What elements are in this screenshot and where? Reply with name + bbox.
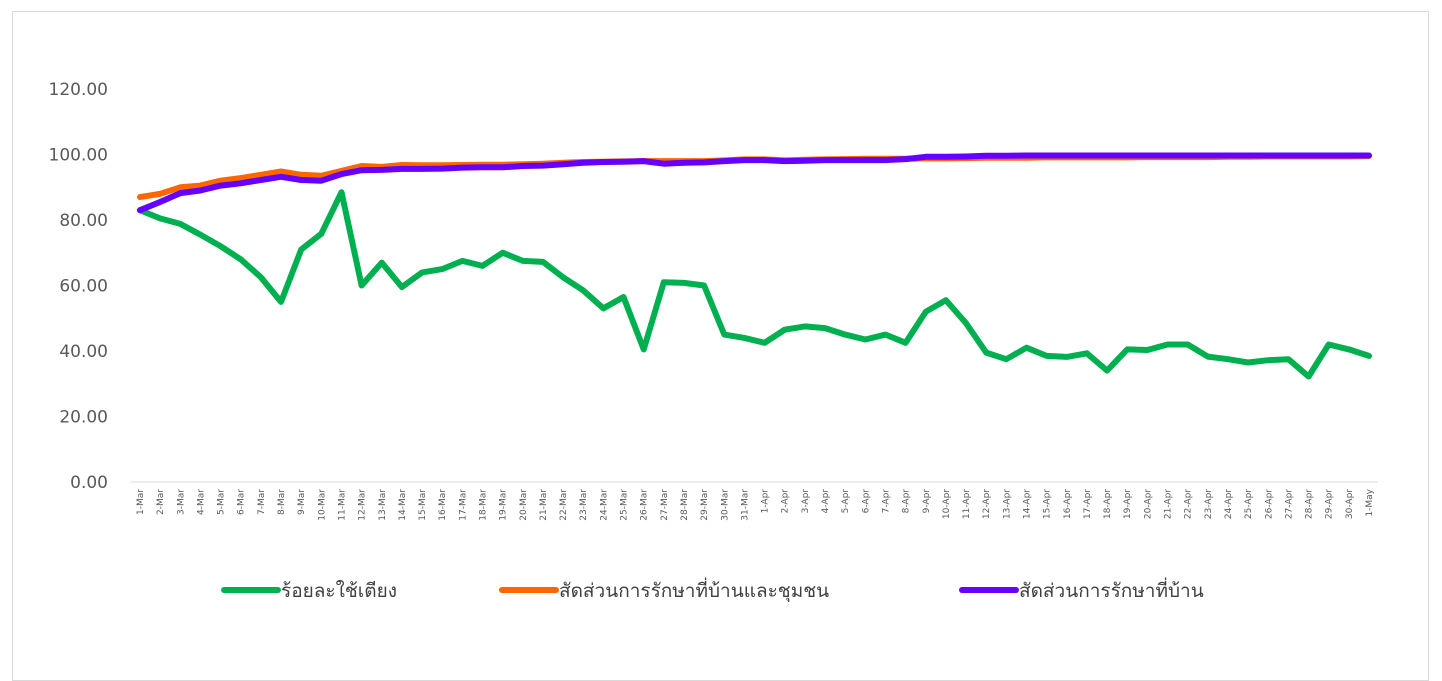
x-tick-label: 23-Mar [579,489,589,521]
x-tick-label: 2-Mar [156,489,166,515]
y-tick-label: 100.00 [49,146,108,166]
x-axis: 1-Mar 2-Mar 3-Mar 4-Mar 5-Mar 6-Mar 7-Mar 8-Mar… [131,481,1378,521]
x-tick-label: 22-Mar [559,489,569,521]
x-tick-label: 8-Mar [277,489,287,515]
y-axis: 0.00 20.00 40.00 60.00 80.00 100.00 120.00 [49,80,108,493]
x-tick-label: 23-Apr [1204,489,1214,519]
y-tick-label: 0.00 [70,473,108,493]
x-tick-label: 3-Apr [801,489,811,514]
x-tick-label: 4-Mar [196,489,206,515]
x-tick-label: 18-Mar [479,489,489,521]
x-tick-label: 13-Mar [378,489,388,521]
x-tick-label: 6-Mar [237,489,247,515]
x-tick-label: 7-Mar [257,489,267,515]
x-tick-label: 26-Apr [1264,489,1274,519]
x-tick-label: 14-Apr [1022,489,1032,519]
series-line-3 [137,152,1372,214]
x-tick-label: 12-Apr [982,489,992,519]
x-tick-label: 16-Apr [1063,489,1073,519]
x-tick-label: 18-Apr [1103,489,1113,519]
x-tick-label: 15-Mar [418,489,428,521]
legend-label-2: สัดส่วนการรักษาที่บ้านและชุมชน [559,577,829,603]
x-tick-label: 17-Apr [1083,489,1093,519]
x-tick-label: 1-Apr [761,489,771,514]
x-tick-label: 14-Mar [398,489,408,521]
x-tick-label: 24-Apr [1224,489,1234,519]
series-line-1 [137,189,1372,380]
y-tick-label: 60.00 [59,277,108,297]
x-tick-label: 25-Apr [1244,489,1254,519]
x-tick-label: 5-Mar [217,489,227,515]
y-tick-label: 120.00 [49,80,108,100]
x-tick-label: 1-May [1365,488,1375,516]
x-tick-label: 26-Mar [640,489,650,521]
x-tick-label: 7-Apr [881,489,891,514]
x-tick-label: 11-Mar [337,489,347,521]
x-tick-label: 19-Apr [1123,489,1133,519]
x-tick-label: 6-Apr [861,489,871,514]
x-tick-label: 20-Apr [1143,489,1153,519]
x-tick-label: 28-Mar [680,489,690,521]
y-tick-label: 80.00 [59,211,108,231]
x-tick-label: 29-Mar [700,489,710,521]
x-tick-label: 30-Apr [1345,489,1355,519]
x-tick-label: 30-Mar [720,489,730,521]
x-tick-label: 11-Apr [962,489,972,519]
legend: ร้อยละใช้เตียง สัดส่วนการรักษาที่บ้านและช… [221,577,1204,603]
x-tick-label: 21-Mar [539,489,549,521]
x-tick-label: 28-Apr [1305,489,1315,519]
x-tick-label: 3-Mar [176,489,186,515]
x-tick-label: 24-Mar [599,489,609,521]
x-tick-label: 17-Mar [458,489,468,521]
y-tick-label: 20.00 [59,408,108,428]
x-tick-label: 9-Mar [297,489,307,515]
x-tick-label: 21-Apr [1164,489,1174,519]
x-tick-label: 2-Apr [781,489,791,514]
x-tick-label: 9-Apr [922,489,932,514]
x-tick-label: 12-Mar [358,489,368,521]
legend-label-1: ร้อยละใช้เตียง [281,580,397,602]
x-tick-label: 29-Apr [1325,489,1335,519]
x-tick-label: 10-Apr [942,489,952,519]
x-tick-label: 15-Apr [1043,489,1053,519]
x-tick-label: 31-Mar [740,489,750,521]
x-tick-label: 27-Apr [1284,489,1294,519]
x-tick-label: 5-Apr [841,489,851,514]
series-layer [137,152,1372,380]
x-tick-label: 8-Apr [902,489,912,514]
x-tick-label: 13-Apr [1002,489,1012,519]
x-tick-label: 10-Mar [317,489,327,521]
x-tick-label: 4-Apr [821,489,831,514]
x-tick-label: 1-Mar [136,489,146,515]
x-tick-label: 27-Mar [660,489,670,521]
x-tick-label: 20-Mar [519,489,529,521]
x-tick-label: 16-Mar [438,489,448,521]
x-tick-label: 22-Apr [1184,489,1194,519]
y-tick-label: 40.00 [59,342,108,362]
legend-label-3: สัดส่วนการรักษาที่บ้าน [1019,577,1204,602]
x-tick-label: 19-Mar [499,489,509,521]
x-tick-label: 25-Mar [620,489,630,521]
